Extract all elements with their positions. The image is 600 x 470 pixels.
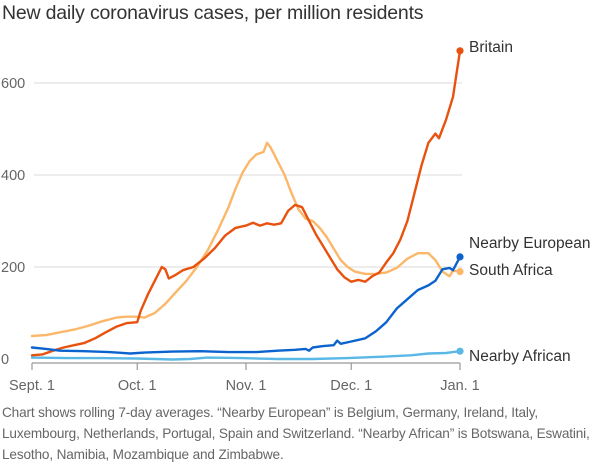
y-tick-label: 600 (1, 76, 25, 92)
y-tick-label: 200 (1, 260, 25, 276)
x-tick-label: Sept. 1 (9, 378, 55, 394)
x-tick-label: Dec. 1 (330, 378, 372, 394)
line-chart: 0 200 400 600 Sept. 1 Oct. 1 Nov. 1 Dec. 1 Jan.… (1, 39, 591, 394)
series-line-nearby-european (30, 141, 462, 338)
series-label-south-africa: South Africa (469, 262, 553, 279)
gridlines (34, 82, 462, 268)
x-tick-label: Nov. 1 (226, 378, 267, 394)
series-lines (30, 47, 464, 361)
series-endpoint-south-africa (456, 253, 464, 261)
chart-footnote: Chart shows rolling 7-day averages. “Nea… (2, 405, 590, 462)
series-endpoint-britain (456, 47, 464, 55)
x-axis: Sept. 1 Oct. 1 Nov. 1 Dec. 1 Jan. 1 (9, 362, 480, 394)
y-tick-label: 0 (1, 352, 9, 368)
series-label-nearby-european: Nearby European (469, 235, 591, 252)
series-label-britain: Britain (469, 39, 513, 56)
series-line-nearby-african (30, 350, 462, 361)
series-line-britain (30, 49, 462, 357)
y-axis: 0 200 400 600 (1, 76, 25, 368)
series-endpoint-nearby-african (456, 347, 464, 355)
x-tick-label: Oct. 1 (118, 378, 157, 394)
y-tick-label: 400 (1, 168, 25, 184)
chart-title: New daily coronavirus cases, per million… (2, 2, 424, 24)
series-endpoint-nearby-european (456, 268, 464, 276)
series-label-nearby-african: Nearby African (469, 348, 571, 365)
series-labels: Nearby European Britain Nearby African Sout… (469, 39, 591, 365)
x-tick-label: Jan. 1 (440, 378, 480, 394)
series-line-south-africa (30, 255, 462, 355)
